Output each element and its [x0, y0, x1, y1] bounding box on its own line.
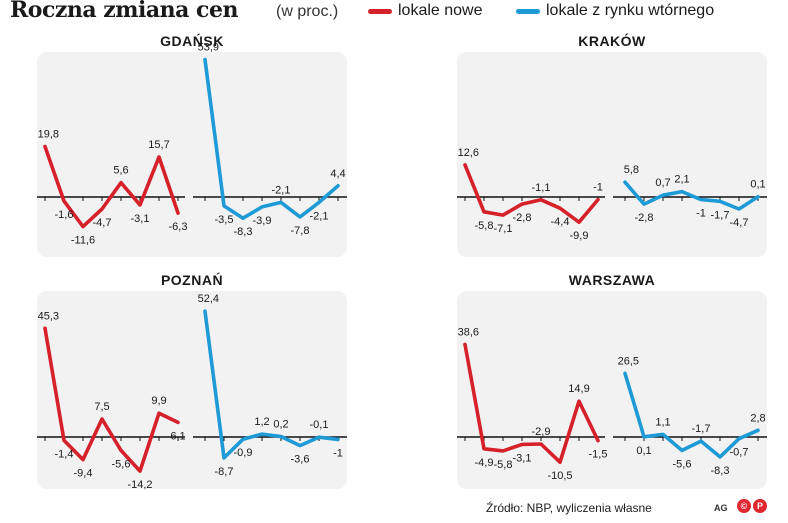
krakow-series-line-0: [463, 163, 600, 224]
phonographic-copyright-icon: P: [753, 499, 767, 513]
krakow-data-label-1-6: -4,7: [730, 217, 749, 229]
gdansk-data-label-0-2: -11,6: [71, 235, 95, 247]
gdansk-series-line-0: [43, 144, 180, 229]
warszawa-data-label-0-1: -4,9: [475, 457, 494, 469]
gdansk-data-label-1-1: -3,5: [215, 214, 234, 226]
poznan-data-label-0-1: -1,4: [55, 448, 74, 460]
gdansk-data-label-1-0: 53,9: [198, 42, 219, 54]
warszawa-data-label-0-6: 14,9: [568, 383, 589, 395]
gdansk-data-label-1-3: -3,9: [253, 215, 272, 227]
krakow-data-label-1-5: -1,7: [711, 209, 730, 221]
krakow-data-label-0-7: -1: [593, 182, 603, 194]
legend-item-secondary: lokale z rynku wtórnego: [516, 2, 714, 20]
chart-panel-warszawa: 38,6 -4,9 -5,8 -3,1 -2,9 -10,5 14,9 -1,5 26,5 0,1…: [457, 291, 767, 489]
poznan-data-label-0-4: -5,6: [112, 458, 131, 470]
warszawa-data-label-1-6: -0,7: [730, 447, 749, 459]
legend-swatch-new: [368, 8, 392, 14]
warszawa-data-label-1-0: 26,5: [618, 355, 639, 367]
warszawa-data-label-1-4: -1,7: [692, 423, 711, 435]
gdansk-data-label-0-4: 5,6: [113, 165, 128, 177]
gdansk-data-label-1-7: 4,4: [330, 168, 345, 180]
poznan-data-label-0-0: 45,3: [38, 310, 59, 322]
warszawa-data-label-1-1: 0,1: [636, 445, 651, 457]
warszawa-data-label-1-5: -8,3: [711, 465, 730, 477]
poznan-data-label-1-2: -0,9: [234, 447, 253, 459]
warszawa-data-label-1-3: -5,6: [673, 458, 692, 470]
poznan-data-label-1-0: 52,4: [198, 293, 219, 305]
poznan-data-label-1-7: -1: [333, 447, 343, 459]
warszawa-data-label-0-0: 38,6: [458, 326, 479, 338]
chart-poznan: 45,3-1,4-9,47,5-5,6-14,29,96,152,4-8,7-0…: [37, 293, 347, 491]
krakow-data-label-1-0: 5,8: [624, 164, 639, 176]
chart-gdansk: 19,8 -1,6 -11,6 -4,7 5,6 -3,1 15,7 -6,3 53,9 -3,5…: [37, 42, 347, 247]
gdansk-data-label-0-7: -6,3: [169, 221, 188, 233]
gdansk-data-label-1-5: -7,8: [291, 225, 310, 237]
krakow-data-label-1-3: 2,1: [674, 174, 689, 186]
gdansk-data-label-1-2: -8,3: [234, 226, 253, 238]
poznan-data-label-1-3: 1,2: [254, 416, 269, 428]
warszawa-data-label-0-3: -3,1: [513, 452, 532, 464]
poznan-data-label-0-6: 9,9: [151, 395, 166, 407]
krakow-data-label-1-1: -2,8: [635, 212, 654, 224]
poznan-data-label-0-5: -14,2: [127, 479, 152, 491]
warszawa-data-label-1-7: 2,8: [750, 412, 765, 424]
krakow-data-label-1-4: -1: [696, 208, 706, 220]
gdansk-data-label-1-4: -2,1: [272, 184, 291, 196]
krakow-data-label-0-6: -9,9: [570, 230, 589, 242]
city-title-warszawa: WARSZAWA: [568, 272, 656, 288]
krakow-series-line-1: [623, 180, 760, 211]
poznan-data-label-1-5: -3,6: [291, 454, 310, 466]
gdansk-data-label-0-3: -4,7: [93, 217, 112, 229]
krakow-data-label-0-4: -1,1: [532, 182, 551, 194]
poznan-series-line-1: [203, 309, 340, 460]
gdansk-series-line-1: [203, 57, 340, 220]
krakow-data-label-0-0: 12,6: [458, 147, 479, 159]
city-title-krakow: KRAKÓW: [578, 33, 646, 49]
warszawa-data-label-0-5: -10,5: [547, 470, 572, 482]
legend-label-new: lokale nowe: [398, 2, 483, 19]
city-title-poznan: POZNAŃ: [160, 272, 224, 288]
gdansk-data-label-0-5: -3,1: [131, 213, 150, 225]
krakow-data-label-1-2: 0,7: [655, 177, 670, 189]
krakow-data-label-0-3: -2,8: [513, 212, 532, 224]
warszawa-series-line-0: [463, 342, 600, 464]
warszawa-data-label-0-4: -2,9: [532, 426, 551, 438]
gdansk-data-label-1-6: -2,1: [310, 210, 329, 222]
poznan-data-label-0-3: 7,5: [94, 401, 109, 413]
chart-warszawa: 38,6 -4,9 -5,8-3,1 -2,9 -10,5 14,9 -1,5 26,5 0,1…: [457, 326, 767, 482]
warszawa-data-label-1-2: 1,1: [655, 416, 670, 428]
poznan-series-line-0: [43, 326, 180, 473]
gdansk-data-label-0-1: -1,6: [55, 209, 74, 221]
chart-header: Roczna zmiana cen (w proc.) lokale nowe …: [8, 0, 788, 28]
krakow-data-label-1-7: 0,1: [750, 179, 765, 191]
poznan-data-label-1-4: 0,2: [273, 419, 288, 431]
chart-panel-krakow: 12,6 -5,8 -7,1 -2,8 -1,1 -4,4 -9,9 -1 5,8 -2,8 0,7…: [457, 52, 767, 257]
copyright-icon: ©: [737, 499, 751, 513]
legend-label-secondary: lokale z rynku wtórnego: [546, 2, 715, 19]
legend-item-new: lokale nowe: [368, 2, 483, 20]
poznan-data-label-1-1: -8,7: [215, 466, 234, 478]
chart-title: Roczna zmiana cen: [10, 0, 238, 23]
chart-krakow: 12,6-5,8 -7,1-2,8-1,1-4,4-9,9-15,8-2,80,7…: [457, 147, 767, 242]
chart-subtitle: (w proc.): [276, 3, 339, 20]
chart-panel-gdansk: 19,8 -1,6 -11,6 -4,7 5,6 -3,1 15,7 -6,3 53,9 -3,5…: [37, 42, 347, 257]
legend-swatch-secondary: [516, 8, 540, 14]
krakow-data-label-0-2: -7,1: [494, 223, 513, 235]
city-title-gdansk: GDAŃSK: [160, 33, 224, 49]
warszawa-data-label-0-7: -1,5: [589, 449, 608, 461]
poznan-data-label-0-2: -9,4: [74, 468, 93, 480]
source-note: Źródło: NBP, wyliczenia własne: [486, 501, 652, 515]
chart-panel-poznan: 45,3 -1,4 -9,4 7,5 -5,6 -14,2 9,9 6,1 52,4 -8,7 -0…: [37, 291, 347, 491]
warszawa-series-line-1: [623, 371, 760, 459]
poznan-data-label-1-6: -0,1: [310, 419, 329, 431]
warszawa-data-label-0-2: -5,8: [494, 459, 513, 471]
poznan-data-label-0-7: 6,1: [170, 430, 185, 442]
gdansk-data-label-0-0: 19,8: [38, 129, 59, 141]
krakow-data-label-0-1: -5,8: [475, 220, 494, 232]
krakow-data-label-0-5: -4,4: [551, 216, 570, 228]
author-credit: AG: [714, 503, 728, 513]
gdansk-data-label-0-6: 15,7: [148, 139, 169, 151]
